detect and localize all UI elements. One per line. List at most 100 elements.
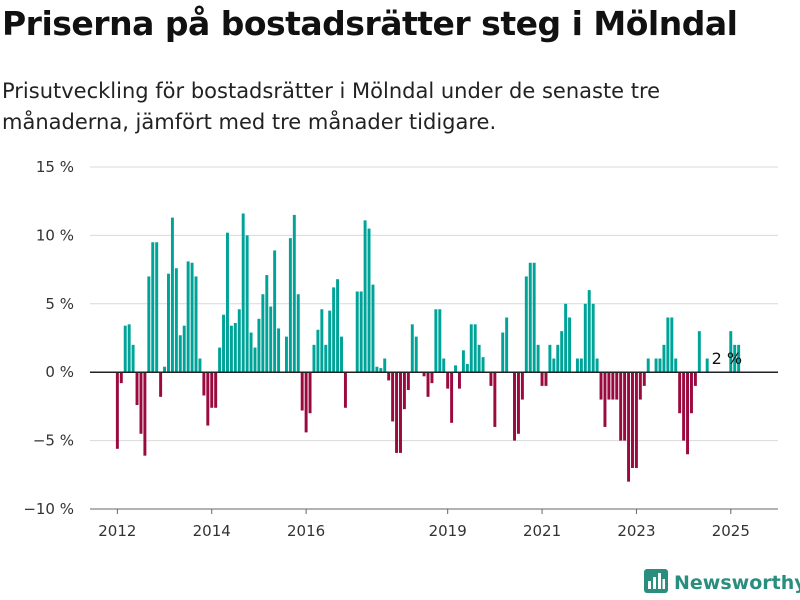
bar: [300, 372, 304, 411]
bar: [528, 262, 532, 373]
bar: [579, 358, 583, 373]
bar: [194, 276, 198, 373]
bar: [477, 344, 481, 373]
bar: [662, 344, 666, 373]
bar: [253, 347, 257, 373]
bar: [328, 310, 332, 373]
x-tick-label: 2021: [523, 522, 561, 540]
bar: [123, 325, 127, 373]
bar: [438, 309, 442, 373]
bar: [202, 372, 206, 396]
bar: [214, 372, 218, 408]
bar: [505, 317, 509, 373]
bar: [167, 273, 170, 373]
bar: [182, 325, 186, 373]
bar: [340, 336, 343, 373]
bar: [159, 372, 163, 397]
chart-title: Priserna på bostadsrätter steg i Mölndal: [2, 4, 738, 43]
bar: [737, 344, 741, 373]
bar: [222, 314, 226, 373]
bar: [233, 322, 237, 373]
bar: [288, 238, 292, 373]
y-tick-label: 5 %: [45, 295, 74, 313]
bar: [115, 372, 119, 449]
bar: [603, 372, 607, 427]
bar: [151, 242, 155, 373]
bar: [257, 318, 261, 373]
bar: [155, 242, 159, 373]
bar: [642, 372, 646, 386]
bar: [595, 358, 599, 373]
bar: [383, 358, 387, 373]
bar: [355, 291, 359, 373]
bar: [481, 357, 485, 373]
chart-subtitle: Prisutveckling för bostadsrätter i Mölnd…: [2, 79, 661, 134]
bar: [729, 331, 733, 373]
newsworthy-brand[interactable]: Newsworthy: [644, 568, 800, 598]
bar: [119, 372, 123, 384]
bar: [513, 372, 516, 441]
bar: [654, 358, 658, 373]
bar: [218, 347, 222, 373]
bar: [426, 372, 430, 397]
bar: [324, 344, 328, 373]
brand-name: Newsworthy: [674, 572, 800, 594]
newsworthy-logo-icon: [644, 569, 668, 597]
x-tick-label: 2023: [617, 522, 655, 540]
bar: [359, 291, 363, 373]
bar: [501, 332, 505, 373]
bar: [391, 372, 395, 422]
bar: [473, 324, 477, 373]
axes: −10 % −5 % 0 % 5 % 10 % 15 % 2012 2014 2016 2019 2…: [23, 158, 778, 540]
bar: [174, 268, 178, 373]
bar: [516, 372, 520, 434]
bar: [682, 372, 686, 441]
bar: [638, 372, 642, 400]
last-value-annotation: 2 %: [712, 349, 742, 368]
bar: [367, 228, 371, 373]
bar: [147, 276, 151, 373]
bar: [343, 372, 347, 408]
bar: [564, 303, 568, 373]
bar: [536, 344, 540, 373]
bar: [548, 344, 552, 373]
bar: [524, 276, 528, 373]
bar: [139, 372, 143, 434]
bar: [599, 372, 603, 400]
bar: [489, 372, 493, 386]
bar: [461, 350, 465, 373]
bar: [670, 317, 674, 373]
bar: [686, 372, 690, 455]
bar: [312, 344, 316, 373]
bar: [304, 372, 308, 433]
bar: [249, 332, 253, 373]
x-tick-label: 2025: [712, 522, 750, 540]
bar: [430, 372, 434, 384]
bar: [265, 275, 269, 373]
bar: [375, 366, 379, 373]
bar: [540, 372, 544, 386]
bar: [406, 372, 410, 390]
bar: [269, 306, 273, 373]
bar: [163, 366, 167, 373]
bar: [658, 358, 662, 373]
y-tick-label: −5 %: [33, 432, 74, 450]
bar: [178, 335, 182, 373]
bar: [170, 217, 174, 373]
bar: [697, 331, 701, 373]
bar: [705, 358, 709, 373]
bars: [115, 213, 741, 482]
bar: [402, 372, 406, 410]
bar: [363, 220, 367, 373]
x-tick-label: 2019: [429, 522, 467, 540]
bar: [229, 325, 233, 373]
bar: [520, 372, 524, 400]
bar: [623, 372, 627, 441]
bar: [414, 336, 418, 373]
bar: [450, 372, 454, 423]
bar: [434, 309, 438, 373]
bar: [135, 372, 139, 406]
bar: [186, 261, 190, 373]
x-tick-label: 2014: [193, 522, 231, 540]
bar: [583, 303, 587, 373]
